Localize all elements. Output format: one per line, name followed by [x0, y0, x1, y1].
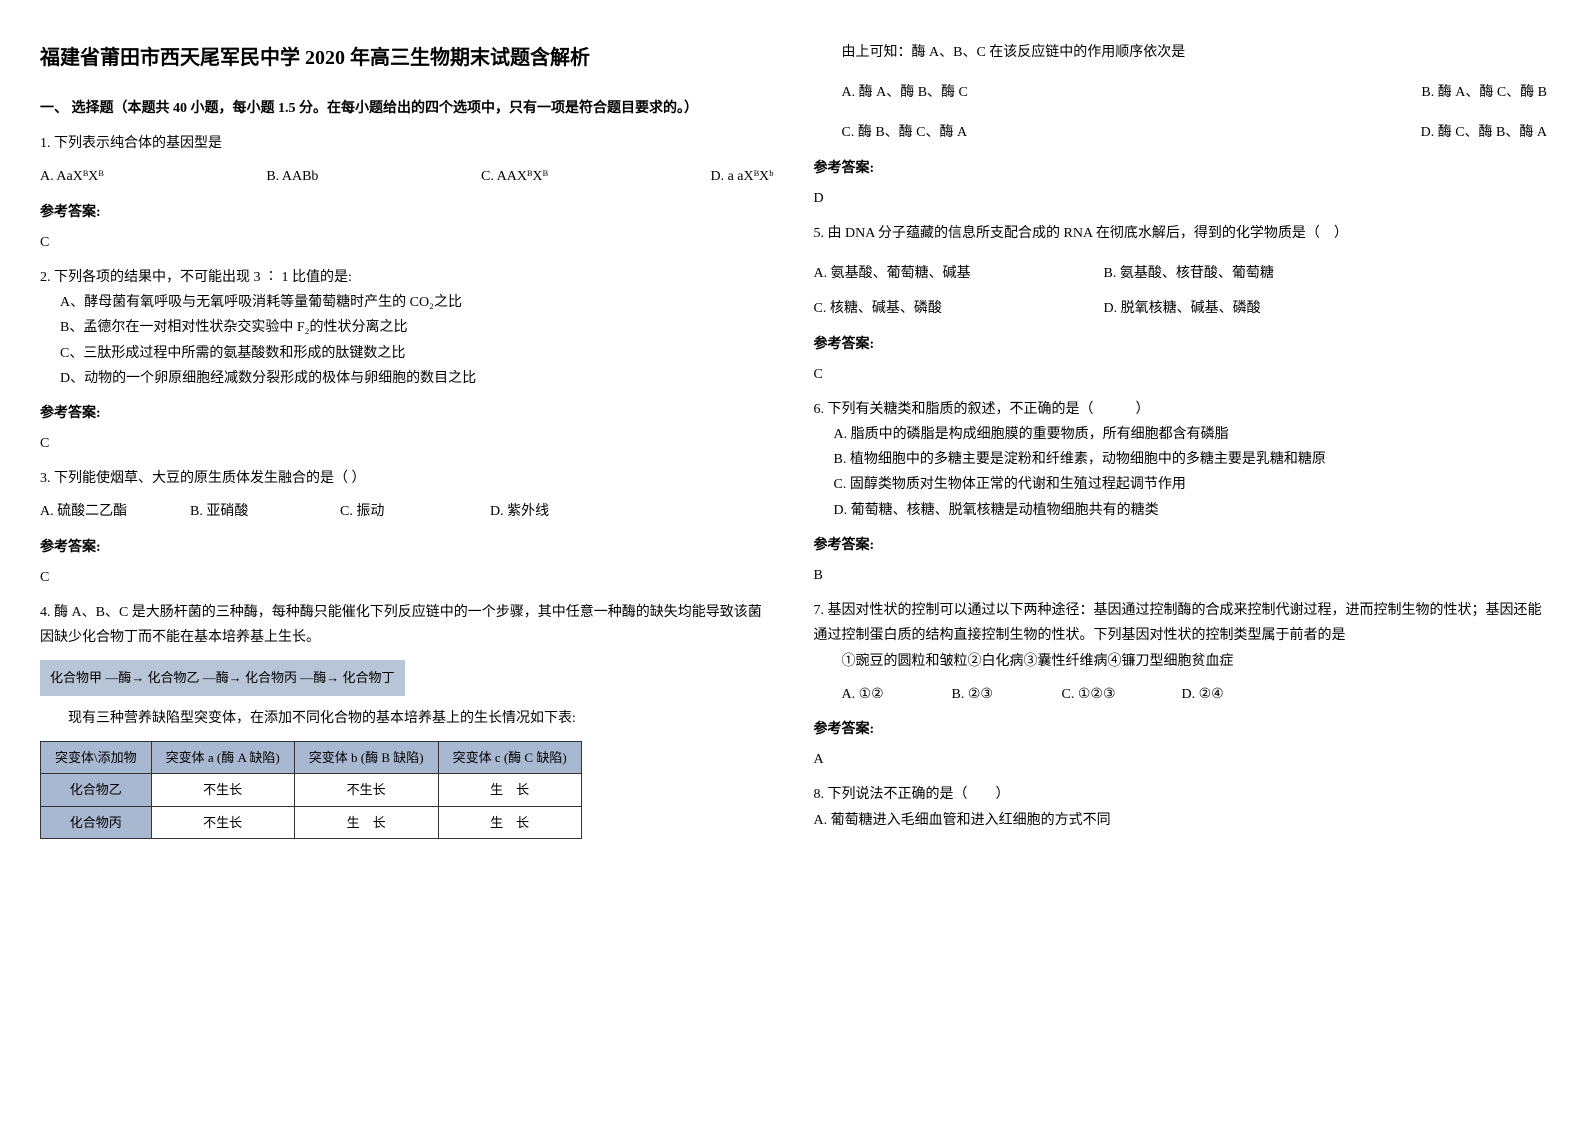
q7-optB: B. ②③ [952, 682, 1032, 707]
question-7: 7. 基因对性状的控制可以通过以下两种途径：基因通过控制酶的合成来控制代谢过程，… [814, 598, 1548, 707]
section-heading: 一、 选择题（本题共 40 小题，每小题 1.5 分。在每小题给出的四个选项中，… [40, 96, 774, 121]
q4-optB: B. 酶 A、酶 C、酶 B [1421, 80, 1547, 105]
reaction-chain: 化合物甲 —酶→ 化合物乙 —酶→ 化合物丙 —酶→ 化合物丁 [40, 660, 405, 695]
q6-stem: 6. 下列有关糖类和脂质的叙述，不正确的是（ ） [814, 397, 1548, 422]
answer-label: 参考答案: [40, 535, 774, 560]
q4-stem3: 由上可知：酶 A、B、C 在该反应链中的作用顺序依次是 [814, 40, 1548, 65]
question-8: 8. 下列说法不正确的是（ ） A. 葡萄糖进入毛细血管和进入红细胞的方式不同 [814, 782, 1548, 832]
table-cell: 生 长 [438, 774, 581, 806]
question-3: 3. 下列能使烟草、大豆的原生质体发生融合的是（ ） A. 硫酸二乙酯 B. 亚… [40, 466, 774, 524]
q4-stem2: 现有三种营养缺陷型突变体，在添加不同化合物的基本培养基上的生长情况如下表: [40, 706, 774, 731]
q2-answer: C [40, 431, 774, 456]
q1-optB: B. AABb [266, 164, 318, 189]
q2-optA: A、酵母菌有氧呼吸与无氧呼吸消耗等量葡萄糖时产生的 CO₂之比 [60, 290, 774, 315]
table-row: 化合物乙 不生长 不生长 生 长 [41, 774, 582, 806]
q2-optB: B、孟德尔在一对相对性状杂交实验中 F₂的性状分离之比 [60, 315, 774, 340]
question-1: 1. 下列表示纯合体的基因型是 A. AaXᴮXᴮ B. AABb C. AAX… [40, 131, 774, 189]
question-5: 5. 由 DNA 分子蕴藏的信息所支配合成的 RNA 在彻底水解后，得到的化学物… [814, 221, 1548, 322]
q5-optA: A. 氨基酸、葡萄糖、碱基 [814, 261, 1074, 286]
answer-label: 参考答案: [40, 200, 774, 225]
table-cell: 不生长 [151, 806, 294, 838]
table-cell: 化合物丙 [41, 806, 152, 838]
q1-stem: 1. 下列表示纯合体的基因型是 [40, 131, 774, 156]
q5-answer: C [814, 362, 1548, 387]
question-6: 6. 下列有关糖类和脂质的叙述，不正确的是（ ） A. 脂质中的磷脂是构成细胞膜… [814, 397, 1548, 523]
q6-answer: B [814, 563, 1548, 588]
q7-stem1: 7. 基因对性状的控制可以通过以下两种途径：基因通过控制酶的合成来控制代谢过程，… [814, 598, 1548, 648]
answer-label: 参考答案: [814, 717, 1548, 742]
q3-stem: 3. 下列能使烟草、大豆的原生质体发生融合的是（ ） [40, 466, 774, 491]
q7-answer: A [814, 747, 1548, 772]
q8-optA: A. 葡萄糖进入毛细血管和进入红细胞的方式不同 [814, 808, 1548, 833]
q4-optA: A. 酶 A、酶 B、酶 C [842, 80, 968, 105]
q7-optD: D. ②④ [1182, 682, 1262, 707]
q4-optC: C. 酶 B、酶 C、酶 A [842, 120, 968, 145]
q3-optC: C. 振动 [340, 499, 460, 524]
q4-answer: D [814, 186, 1548, 211]
q6-optD: D. 葡萄糖、核糖、脱氧核糖是动植物细胞共有的糖类 [834, 498, 1548, 523]
q5-stem: 5. 由 DNA 分子蕴藏的信息所支配合成的 RNA 在彻底水解后，得到的化学物… [814, 221, 1548, 246]
q2-stem: 2. 下列各项的结果中，不可能出现 3 ∶ 1 比值的是: [40, 265, 774, 290]
q4-optD: D. 酶 C、酶 B、酶 A [1421, 120, 1547, 145]
table-cell: 不生长 [294, 774, 438, 806]
q5-optB: B. 氨基酸、核苷酸、葡萄糖 [1104, 261, 1274, 286]
q7-optA: A. ①② [842, 682, 922, 707]
q5-optD: D. 脱氧核糖、碱基、磷酸 [1104, 296, 1261, 321]
q6-optA: A. 脂质中的磷脂是构成细胞膜的重要物质，所有细胞都含有磷脂 [834, 422, 1548, 447]
table-header: 突变体 a (酶 A 缺陷) [151, 741, 294, 773]
table-header: 突变体\添加物 [41, 741, 152, 773]
q3-answer: C [40, 565, 774, 590]
table-cell: 不生长 [151, 774, 294, 806]
q5-optC: C. 核糖、碱基、磷酸 [814, 296, 1074, 321]
table-cell: 生 长 [294, 806, 438, 838]
q1-optC: C. AAXᴮXᴮ [481, 164, 548, 189]
q3-optD: D. 紫外线 [490, 499, 610, 524]
answer-label: 参考答案: [814, 332, 1548, 357]
table-cell: 化合物乙 [41, 774, 152, 806]
table-row: 化合物丙 不生长 生 长 生 长 [41, 806, 582, 838]
q7-optC: C. ①②③ [1062, 682, 1152, 707]
q2-optC: C、三肽形成过程中所需的氨基酸数和形成的肽键数之比 [60, 341, 774, 366]
q3-optA: A. 硫酸二乙酯 [40, 499, 160, 524]
q6-optC: C. 固醇类物质对生物体正常的代谢和生殖过程起调节作用 [834, 472, 1548, 497]
q6-optB: B. 植物细胞中的多糖主要是淀粉和纤维素，动物细胞中的多糖主要是乳糖和糖原 [834, 447, 1548, 472]
q4-stem1: 4. 酶 A、B、C 是大肠杆菌的三种酶，每种酶只能催化下列反应链中的一个步骤，… [40, 600, 774, 650]
answer-label: 参考答案: [814, 533, 1548, 558]
question-2: 2. 下列各项的结果中，不可能出现 3 ∶ 1 比值的是: A、酵母菌有氧呼吸与… [40, 265, 774, 391]
question-4: 4. 酶 A、B、C 是大肠杆菌的三种酶，每种酶只能催化下列反应链中的一个步骤，… [40, 600, 774, 839]
mutant-table: 突变体\添加物 突变体 a (酶 A 缺陷) 突变体 b (酶 B 缺陷) 突变… [40, 741, 582, 839]
q1-optA: A. AaXᴮXᴮ [40, 164, 104, 189]
table-cell: 生 长 [438, 806, 581, 838]
table-header: 突变体 c (酶 C 缺陷) [438, 741, 581, 773]
q1-answer: C [40, 230, 774, 255]
q3-optB: B. 亚硝酸 [190, 499, 310, 524]
q7-stem2: ①豌豆的圆粒和皱粒②白化病③囊性纤维病④镰刀型细胞贫血症 [842, 649, 1548, 674]
q1-optD: D. a aXᴮXᵇ [710, 164, 773, 189]
answer-label: 参考答案: [814, 156, 1548, 181]
page-title: 福建省莆田市西天尾军民中学 2020 年高三生物期末试题含解析 [40, 40, 774, 76]
q8-stem: 8. 下列说法不正确的是（ ） [814, 782, 1548, 807]
table-header: 突变体 b (酶 B 缺陷) [294, 741, 438, 773]
answer-label: 参考答案: [40, 401, 774, 426]
q2-optD: D、动物的一个卵原细胞经减数分裂形成的极体与卵细胞的数目之比 [60, 366, 774, 391]
